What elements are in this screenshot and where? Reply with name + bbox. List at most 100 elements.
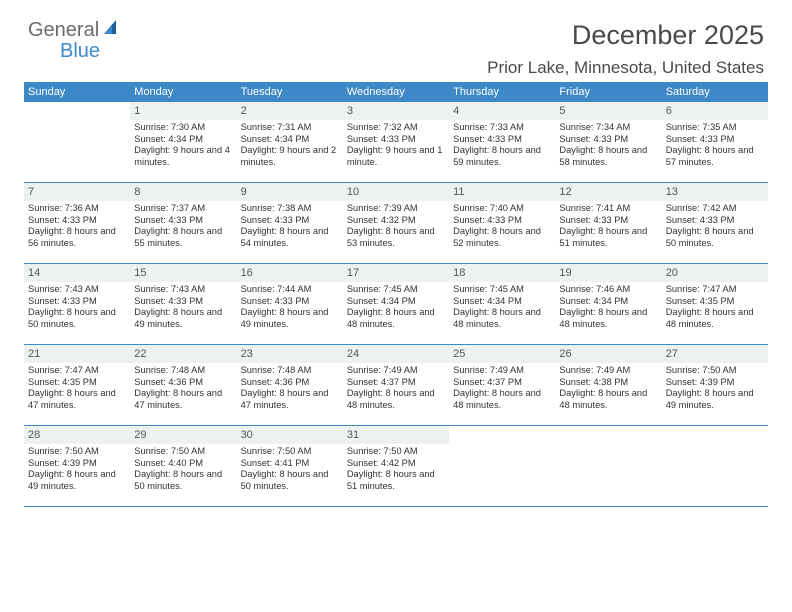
week-row: 14Sunrise: 7:43 AMSunset: 4:33 PMDayligh… <box>24 264 768 345</box>
day-cell <box>24 102 130 182</box>
weekday-header: Monday <box>130 82 236 102</box>
day-body: Sunrise: 7:37 AMSunset: 4:33 PMDaylight:… <box>130 201 236 253</box>
day-cell: 19Sunrise: 7:46 AMSunset: 4:34 PMDayligh… <box>555 264 661 344</box>
sunrise-line: Sunrise: 7:45 AM <box>347 284 445 296</box>
day-cell: 28Sunrise: 7:50 AMSunset: 4:39 PMDayligh… <box>24 426 130 506</box>
sunset-line: Sunset: 4:33 PM <box>134 215 232 227</box>
day-number <box>555 426 661 444</box>
day-cell: 7Sunrise: 7:36 AMSunset: 4:33 PMDaylight… <box>24 183 130 263</box>
weekday-header: Saturday <box>662 82 768 102</box>
weekday-header: Wednesday <box>343 82 449 102</box>
daylight-line: Daylight: 8 hours and 48 minutes. <box>347 307 445 330</box>
daylight-line: Daylight: 8 hours and 50 minutes. <box>666 226 764 249</box>
sunset-line: Sunset: 4:34 PM <box>347 296 445 308</box>
day-cell <box>449 426 555 506</box>
daylight-line: Daylight: 8 hours and 48 minutes. <box>559 307 657 330</box>
daylight-line: Daylight: 9 hours and 2 minutes. <box>241 145 339 168</box>
daylight-line: Daylight: 8 hours and 51 minutes. <box>559 226 657 249</box>
day-number: 19 <box>555 264 661 282</box>
daylight-line: Daylight: 8 hours and 57 minutes. <box>666 145 764 168</box>
daylight-line: Daylight: 8 hours and 48 minutes. <box>453 307 551 330</box>
daylight-line: Daylight: 8 hours and 56 minutes. <box>28 226 126 249</box>
sunset-line: Sunset: 4:36 PM <box>241 377 339 389</box>
sunset-line: Sunset: 4:33 PM <box>134 296 232 308</box>
week-row: 7Sunrise: 7:36 AMSunset: 4:33 PMDaylight… <box>24 183 768 264</box>
daylight-line: Daylight: 8 hours and 49 minutes. <box>28 469 126 492</box>
sunrise-line: Sunrise: 7:50 AM <box>666 365 764 377</box>
sunrise-line: Sunrise: 7:49 AM <box>453 365 551 377</box>
day-number: 2 <box>237 102 343 120</box>
daylight-line: Daylight: 8 hours and 50 minutes. <box>28 307 126 330</box>
day-number: 27 <box>662 345 768 363</box>
sunrise-line: Sunrise: 7:48 AM <box>241 365 339 377</box>
day-body: Sunrise: 7:35 AMSunset: 4:33 PMDaylight:… <box>662 120 768 172</box>
sunrise-line: Sunrise: 7:49 AM <box>559 365 657 377</box>
day-cell: 5Sunrise: 7:34 AMSunset: 4:33 PMDaylight… <box>555 102 661 182</box>
sunset-line: Sunset: 4:33 PM <box>559 134 657 146</box>
brand-logo: General Blue <box>28 18 121 42</box>
sunset-line: Sunset: 4:38 PM <box>559 377 657 389</box>
day-number <box>449 426 555 444</box>
sunset-line: Sunset: 4:33 PM <box>28 296 126 308</box>
day-cell: 24Sunrise: 7:49 AMSunset: 4:37 PMDayligh… <box>343 345 449 425</box>
day-number: 8 <box>130 183 236 201</box>
day-body: Sunrise: 7:50 AMSunset: 4:41 PMDaylight:… <box>237 444 343 496</box>
sunrise-line: Sunrise: 7:50 AM <box>28 446 126 458</box>
day-body: Sunrise: 7:48 AMSunset: 4:36 PMDaylight:… <box>130 363 236 415</box>
day-number: 10 <box>343 183 449 201</box>
sunset-line: Sunset: 4:33 PM <box>666 134 764 146</box>
weekday-header: Tuesday <box>237 82 343 102</box>
day-number: 4 <box>449 102 555 120</box>
day-body: Sunrise: 7:44 AMSunset: 4:33 PMDaylight:… <box>237 282 343 334</box>
day-body <box>24 120 130 126</box>
day-body: Sunrise: 7:49 AMSunset: 4:37 PMDaylight:… <box>343 363 449 415</box>
day-body: Sunrise: 7:43 AMSunset: 4:33 PMDaylight:… <box>24 282 130 334</box>
weekday-header: Thursday <box>449 82 555 102</box>
day-number: 23 <box>237 345 343 363</box>
sunrise-line: Sunrise: 7:42 AM <box>666 203 764 215</box>
daylight-line: Daylight: 8 hours and 52 minutes. <box>453 226 551 249</box>
day-cell: 2Sunrise: 7:31 AMSunset: 4:34 PMDaylight… <box>237 102 343 182</box>
daylight-line: Daylight: 9 hours and 4 minutes. <box>134 145 232 168</box>
sunrise-line: Sunrise: 7:46 AM <box>559 284 657 296</box>
day-body: Sunrise: 7:47 AMSunset: 4:35 PMDaylight:… <box>24 363 130 415</box>
sunset-line: Sunset: 4:33 PM <box>241 215 339 227</box>
sunrise-line: Sunrise: 7:33 AM <box>453 122 551 134</box>
day-body <box>555 444 661 450</box>
day-body: Sunrise: 7:42 AMSunset: 4:33 PMDaylight:… <box>662 201 768 253</box>
sunset-line: Sunset: 4:33 PM <box>241 296 339 308</box>
day-body: Sunrise: 7:50 AMSunset: 4:39 PMDaylight:… <box>662 363 768 415</box>
day-cell <box>555 426 661 506</box>
day-body: Sunrise: 7:30 AMSunset: 4:34 PMDaylight:… <box>130 120 236 172</box>
day-number: 20 <box>662 264 768 282</box>
day-body: Sunrise: 7:49 AMSunset: 4:37 PMDaylight:… <box>449 363 555 415</box>
day-number: 1 <box>130 102 236 120</box>
day-cell <box>662 426 768 506</box>
day-cell: 17Sunrise: 7:45 AMSunset: 4:34 PMDayligh… <box>343 264 449 344</box>
day-body: Sunrise: 7:45 AMSunset: 4:34 PMDaylight:… <box>343 282 449 334</box>
day-body: Sunrise: 7:36 AMSunset: 4:33 PMDaylight:… <box>24 201 130 253</box>
day-cell: 26Sunrise: 7:49 AMSunset: 4:38 PMDayligh… <box>555 345 661 425</box>
day-number: 22 <box>130 345 236 363</box>
day-body <box>662 444 768 450</box>
weekday-header-row: SundayMondayTuesdayWednesdayThursdayFrid… <box>24 82 768 102</box>
sunrise-line: Sunrise: 7:35 AM <box>666 122 764 134</box>
week-row: 21Sunrise: 7:47 AMSunset: 4:35 PMDayligh… <box>24 345 768 426</box>
day-body: Sunrise: 7:50 AMSunset: 4:40 PMDaylight:… <box>130 444 236 496</box>
sunrise-line: Sunrise: 7:50 AM <box>347 446 445 458</box>
day-cell: 11Sunrise: 7:40 AMSunset: 4:33 PMDayligh… <box>449 183 555 263</box>
sunrise-line: Sunrise: 7:37 AM <box>134 203 232 215</box>
day-number: 7 <box>24 183 130 201</box>
day-body: Sunrise: 7:34 AMSunset: 4:33 PMDaylight:… <box>555 120 661 172</box>
sunrise-line: Sunrise: 7:34 AM <box>559 122 657 134</box>
sunrise-line: Sunrise: 7:43 AM <box>28 284 126 296</box>
daylight-line: Daylight: 8 hours and 49 minutes. <box>241 307 339 330</box>
day-body: Sunrise: 7:43 AMSunset: 4:33 PMDaylight:… <box>130 282 236 334</box>
weeks-container: 1Sunrise: 7:30 AMSunset: 4:34 PMDaylight… <box>24 102 768 507</box>
sunrise-line: Sunrise: 7:38 AM <box>241 203 339 215</box>
day-number: 13 <box>662 183 768 201</box>
daylight-line: Daylight: 8 hours and 48 minutes. <box>453 388 551 411</box>
sunset-line: Sunset: 4:34 PM <box>453 296 551 308</box>
daylight-line: Daylight: 8 hours and 50 minutes. <box>241 469 339 492</box>
sunset-line: Sunset: 4:42 PM <box>347 458 445 470</box>
